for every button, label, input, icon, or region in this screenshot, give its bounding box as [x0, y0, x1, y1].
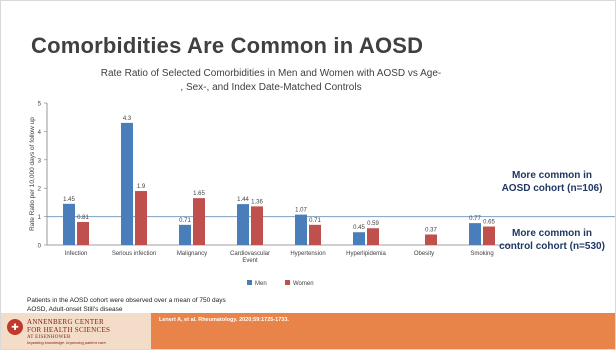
logo-name: ANNENBERG CENTER FOR HEALTH SCIENCES AT … [27, 318, 110, 342]
y-tick-label: 3 [38, 158, 42, 164]
x-tick-label: Obesity [414, 251, 434, 257]
x-tick-label: Hypertension [290, 251, 325, 257]
note-more-common-aosd: More common in AOSD cohort (n=106) [501, 170, 603, 194]
bar-women [367, 228, 379, 245]
bar-men [295, 214, 307, 245]
y-tick-label: 1 [38, 215, 42, 221]
y-tick-label: 5 [38, 102, 42, 108]
bar-men [63, 203, 75, 245]
x-tick-label: Serious infection [112, 251, 156, 257]
data-label-women: 0.59 [367, 221, 379, 227]
bar-women [309, 224, 321, 245]
data-label-women: 0.65 [483, 220, 495, 226]
data-label-men: 0.45 [353, 225, 365, 231]
bar-women [251, 206, 263, 245]
logo-tagline: Imparting knowledge. Improving patient c… [27, 340, 107, 345]
logo-name-line3: AT EISENHOWER [27, 335, 71, 340]
data-label-men: 1.07 [295, 208, 307, 214]
data-label-women: 0.81 [77, 215, 89, 221]
bar-men [469, 223, 481, 245]
data-label-men: 1.45 [63, 197, 75, 203]
bar-women [483, 226, 495, 245]
chart-title: Rate Ratio of Selected Comorbidities in … [61, 67, 481, 95]
y-tick-label: 0 [38, 244, 42, 250]
bar-men [353, 232, 365, 245]
x-tick-label: Smoking [470, 251, 493, 257]
citation: Lenert A, et al. Rheumatology. 2020;59:1… [159, 317, 289, 323]
y-axis-label: Rate Ratio per 10,000 days of follow up [29, 117, 36, 231]
data-label-women: 1.65 [193, 191, 205, 197]
data-label-men: 0.77 [469, 216, 481, 222]
chart-title-line1: Rate Ratio of Selected Comorbidities in … [100, 68, 442, 79]
note-more-common-control: More common in control cohort (n=530) [499, 228, 605, 252]
data-label-women: 1.36 [251, 199, 263, 205]
data-label-men: 1.44 [237, 197, 249, 203]
footnote-observation: Patients in the AOSD cohort were observe… [27, 297, 226, 304]
legend-label-women: Women [293, 281, 314, 287]
chart-title-line2: , Sex-, and Index Date-Matched Controls [180, 82, 362, 93]
bar-men [121, 122, 133, 245]
data-label-women: 1.9 [137, 184, 146, 190]
data-label-women: 0.37 [425, 227, 437, 233]
slide-title: Comorbidities Are Common in AOSD [31, 33, 424, 58]
bar-women [425, 234, 437, 245]
x-tick-label: Hyperlipidemia [346, 251, 386, 257]
x-tick-label: Cardiovascular [230, 251, 270, 257]
legend-label-men: Men [255, 281, 267, 287]
legend-swatch-men [247, 280, 252, 285]
bar-women [77, 221, 89, 245]
data-label-women: 0.71 [309, 218, 321, 224]
logo-name-line1: ANNENBERG CENTER [27, 318, 104, 326]
logo-name-line2: FOR HEALTH SCIENCES [27, 326, 111, 334]
x-tick-label: Infection [65, 251, 88, 257]
annenberg-emblem-icon: ✚ [7, 319, 23, 335]
data-label-men: 0.71 [179, 218, 191, 224]
y-tick-label: 4 [38, 130, 42, 136]
annenberg-logo: ✚ ANNENBERG CENTER FOR HEALTH SCIENCES A… [1, 313, 151, 349]
x-tick-label: Event [242, 258, 258, 264]
y-tick-label: 2 [38, 187, 42, 193]
bar-women [193, 198, 205, 245]
data-label-men: 4.3 [123, 116, 132, 122]
bar-men [179, 224, 191, 245]
legend-swatch-women [285, 280, 290, 285]
bar-women [135, 191, 147, 245]
x-tick-label: Malignancy [177, 251, 207, 257]
bar-men [237, 204, 249, 245]
footnote-abbreviation: AOSD, Adult-onset Still's disease [27, 306, 123, 313]
